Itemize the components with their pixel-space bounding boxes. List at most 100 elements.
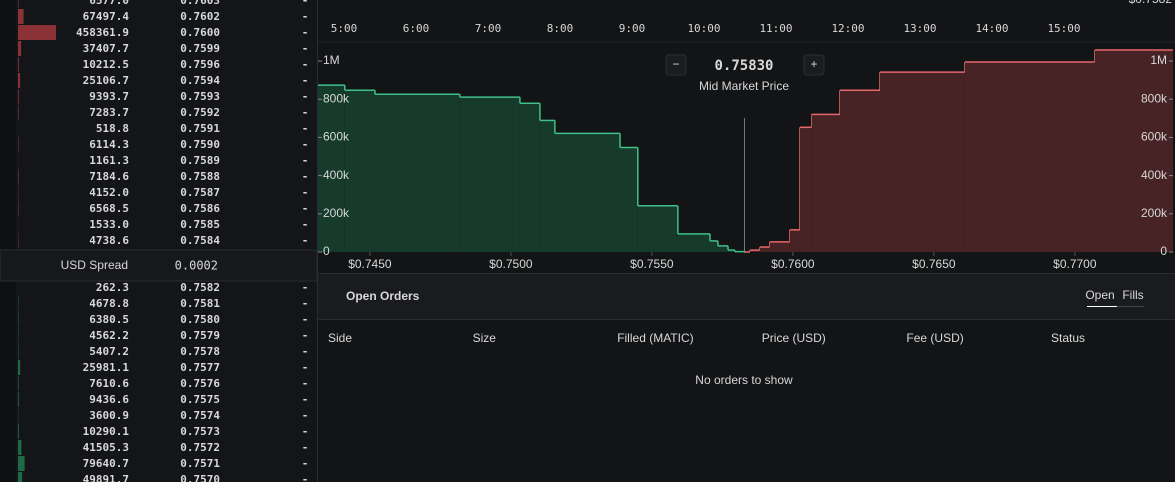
order-book-panel (0, 0, 317, 482)
row-size: 4152.0 (89, 186, 129, 199)
size-bar (18, 456, 25, 471)
size-bar (18, 392, 19, 407)
row-price: 0.7600 (180, 26, 220, 39)
size-bar (18, 169, 19, 184)
row-size: 67497.4 (83, 10, 130, 23)
row-price: 0.7586 (180, 202, 220, 215)
row-marker: - (302, 425, 309, 438)
row-price: 0.7577 (180, 361, 220, 374)
depth-area (799, 127, 812, 252)
row-marker: - (302, 377, 309, 390)
size-bar (18, 424, 19, 439)
depth-area (677, 233, 710, 252)
time-label: 8:00 (547, 22, 574, 35)
row-price: 0.7574 (180, 409, 220, 422)
column-header: Price (USD) (762, 331, 826, 345)
row-marker: - (302, 345, 309, 358)
row-price: 0.7572 (180, 441, 220, 454)
row-size: 6114.3 (89, 138, 129, 151)
time-label: 9:00 (619, 22, 646, 35)
row-size: 6380.5 (89, 313, 129, 326)
row-price: 0.7603 (180, 0, 220, 7)
column-header: Side (328, 331, 352, 345)
row-marker: - (302, 234, 309, 247)
row-marker: - (302, 281, 309, 294)
row-size: 25981.1 (83, 361, 130, 374)
y-tick-label: 800k (323, 91, 350, 105)
row-price: 0.7579 (180, 329, 220, 342)
row-marker: - (302, 457, 309, 470)
row-size: 262.3 (96, 281, 129, 294)
row-marker: - (302, 313, 309, 326)
depth-area (620, 147, 638, 252)
spread-label: USD Spread (61, 258, 128, 272)
row-marker: - (302, 361, 309, 374)
row-marker: - (302, 329, 309, 342)
size-bar (18, 89, 19, 104)
size-bar (18, 472, 23, 482)
row-size: 9393.7 (89, 90, 129, 103)
x-tick-label: $0.7450 (348, 257, 392, 271)
row-size: 25106.7 (83, 74, 129, 87)
y-tick-label: 400k (1141, 168, 1168, 182)
row-size: 1533.0 (89, 218, 129, 231)
size-bar (18, 137, 19, 152)
row-price: 0.7594 (180, 74, 220, 87)
depth-area (964, 61, 1095, 252)
row-marker: - (302, 297, 309, 310)
depth-area (459, 97, 520, 252)
decrease-icon: − (672, 57, 679, 71)
row-price: 0.7582 (180, 281, 220, 294)
row-marker: - (302, 218, 309, 231)
row-size: 7184.6 (89, 170, 129, 183)
tab-fills[interactable]: Fills (1122, 288, 1143, 302)
depth-area (539, 120, 555, 252)
row-size: 49891.7 (83, 473, 129, 482)
time-label: 7:00 (475, 22, 502, 35)
row-size: 7610.6 (89, 377, 129, 390)
size-bar (18, 41, 22, 56)
row-price: 0.7578 (180, 345, 220, 358)
depth-area (839, 90, 881, 252)
orders-header (318, 274, 1175, 320)
row-size: 4562.2 (89, 329, 129, 342)
column-header: Size (473, 331, 497, 345)
row-marker: - (302, 473, 309, 482)
tab-open[interactable]: Open (1085, 288, 1114, 302)
row-marker: - (302, 154, 309, 167)
row-price: 0.7592 (180, 106, 220, 119)
y-tick-label: 0 (1160, 244, 1167, 258)
depth-area (750, 250, 760, 252)
size-bar (18, 376, 19, 391)
y-tick-label: 1M (1150, 53, 1167, 67)
row-size: 4678.8 (89, 297, 129, 310)
time-label: 11:00 (759, 22, 792, 35)
decrease-button[interactable] (665, 54, 687, 76)
row-marker: - (302, 202, 309, 215)
row-price: 0.7571 (180, 457, 220, 470)
row-size: 6568.5 (89, 202, 129, 215)
row-marker: - (302, 122, 309, 135)
depth-gutter (0, 0, 16, 482)
depth-area (789, 229, 800, 252)
row-marker: - (302, 186, 309, 199)
y-tick-label: 400k (323, 168, 350, 182)
size-bar (18, 201, 19, 216)
orders-title: Open Orders (346, 289, 420, 303)
row-size: 10212.5 (83, 58, 129, 71)
size-bar (18, 105, 19, 120)
row-marker: - (302, 441, 309, 454)
time-label: 12:00 (831, 22, 864, 35)
row-marker: - (302, 393, 309, 406)
time-label: 6:00 (403, 22, 430, 35)
row-price: 0.7576 (180, 377, 220, 390)
depth-area (709, 240, 718, 252)
depth-area (728, 250, 735, 252)
time-label: 10:00 (687, 22, 720, 35)
mid-label: Mid Market Price (699, 79, 789, 93)
row-size: 1161.3 (89, 154, 129, 167)
y-tick-label: 1M (323, 53, 340, 67)
depth-area (344, 90, 375, 252)
increase-button[interactable] (803, 54, 825, 76)
row-size: 3600.9 (89, 409, 129, 422)
